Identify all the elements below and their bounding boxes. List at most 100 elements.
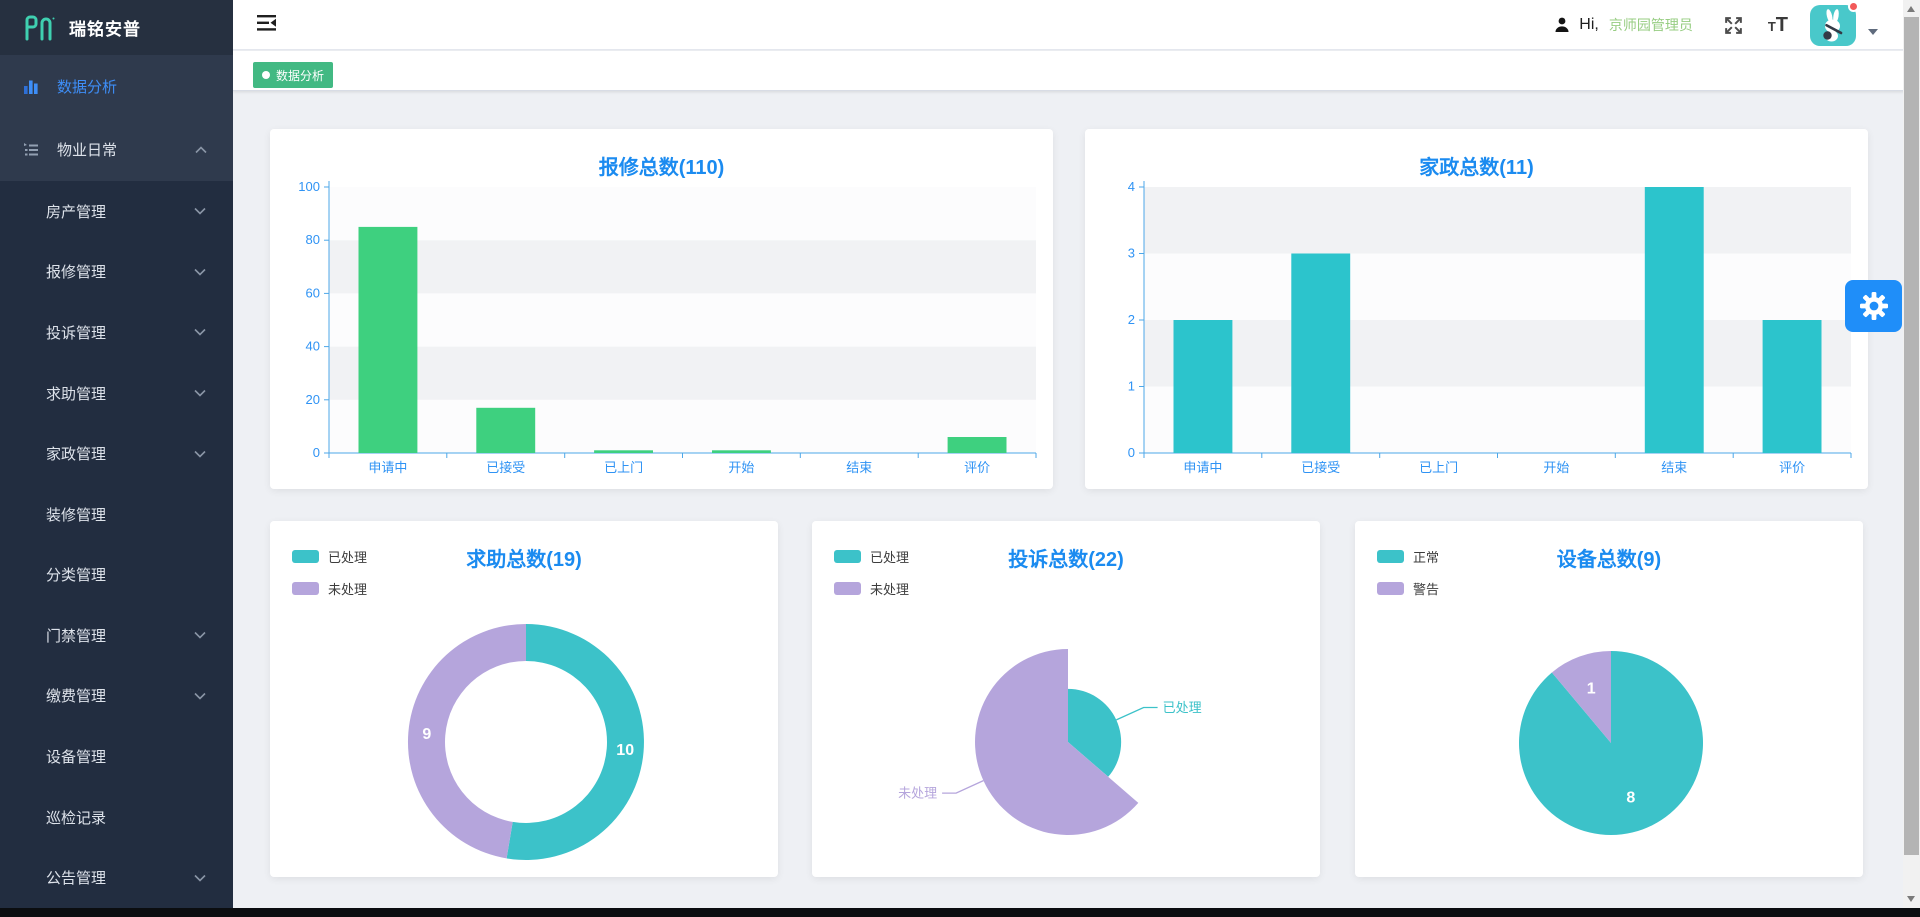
svg-text:开始: 开始: [1543, 460, 1569, 475]
collapse-menu-icon[interactable]: [257, 14, 277, 32]
app-logo[interactable]: 瑞铭安普: [0, 0, 233, 55]
chart-legend: 正常 警告: [1377, 547, 1439, 611]
user-icon: [1555, 17, 1569, 32]
chart-title: 求助总数(19): [466, 549, 582, 571]
svg-text:60: 60: [306, 285, 320, 300]
sidebar-subitem-label: 报修管理: [46, 264, 107, 282]
svg-text:40: 40: [306, 339, 320, 354]
sidebar-item-property-daily[interactable]: 物业日常: [0, 118, 233, 181]
avatar[interactable]: [1810, 0, 1859, 46]
tab-label: 数据分析: [276, 68, 325, 83]
svg-text:未处理: 未处理: [898, 786, 937, 801]
sidebar-subitem[interactable]: 巡检记录: [0, 787, 233, 848]
sidebar-subitem[interactable]: 投诉管理: [0, 302, 233, 363]
legend-label: 已处理: [328, 550, 368, 565]
legend-item[interactable]: 已处理: [834, 547, 909, 566]
svg-text:已接受: 已接受: [1301, 460, 1340, 475]
legend-item[interactable]: 警告: [1377, 579, 1439, 598]
chevron-down-icon: [194, 450, 206, 458]
taskbar-strip: [0, 908, 1920, 917]
sidebar-subitem-label: 投诉管理: [46, 324, 107, 342]
chart-title: 投诉总数(22): [1008, 549, 1124, 571]
legend-label: 正常: [1413, 550, 1440, 565]
svg-text:评价: 评价: [964, 460, 990, 475]
sidebar-subitem[interactable]: 设备管理: [0, 726, 233, 787]
list-icon: [24, 142, 38, 155]
svg-text:开始: 开始: [728, 460, 754, 475]
repairs-bar-chart[interactable]: 0 20 40 60 80 100 申请中 已接受 已上门 开始 结束 评价: [270, 129, 1053, 489]
svg-text:3: 3: [1128, 246, 1135, 261]
sidebar-subitem-label: 房产管理: [46, 203, 107, 221]
sidebar-item-data-analysis[interactable]: 数据分析: [0, 55, 233, 118]
legend-swatch: [292, 582, 319, 595]
help-requests-donut-chart[interactable]: 10 9: [270, 521, 778, 877]
tag-dot: [262, 71, 270, 79]
sidebar-subitem[interactable]: 家政管理: [0, 423, 233, 484]
scroll-up-arrow[interactable]: [1907, 6, 1915, 12]
legend-item[interactable]: 未处理: [292, 579, 367, 598]
housekeeping-bar-chart[interactable]: 0 1 2 3 4 申请中 已接受 已上门 开始 结束 评价: [1085, 129, 1868, 489]
sidebar-subitem[interactable]: 公告管理: [0, 847, 233, 908]
legend-swatch: [834, 582, 861, 595]
caret-down-icon[interactable]: [1868, 29, 1878, 35]
chart-legend: 已处理 未处理: [292, 547, 367, 611]
svg-text:8: 8: [1626, 790, 1635, 807]
bar-chart-icon: [24, 80, 38, 94]
chevron-up-icon: [195, 145, 207, 153]
svg-text:已上门: 已上门: [1419, 460, 1458, 475]
svg-text:已上门: 已上门: [604, 460, 643, 475]
scroll-down-arrow[interactable]: [1907, 896, 1915, 902]
legend-item[interactable]: 已处理: [292, 547, 367, 566]
svg-text:申请中: 申请中: [368, 460, 407, 475]
chevron-down-icon: [194, 874, 206, 882]
sidebar-item-label: 物业日常: [57, 142, 118, 159]
chart-title: 设备总数(9): [1556, 549, 1662, 571]
svg-text:2: 2: [1128, 312, 1135, 327]
legend-label: 已处理: [870, 550, 910, 565]
fullscreen-icon[interactable]: [1723, 15, 1744, 36]
notification-dot: [1848, 0, 1859, 12]
legend-label: 警告: [1413, 582, 1440, 597]
chart-title: 报修总数(110): [598, 157, 725, 179]
sidebar-subitem-label: 门禁管理: [46, 627, 107, 645]
legend-swatch: [1377, 582, 1404, 595]
logo-icon: [25, 15, 55, 40]
sidebar-subitem[interactable]: 门禁管理: [0, 605, 233, 666]
legend-swatch: [834, 550, 861, 563]
scrollbar-thumb[interactable]: [1904, 17, 1919, 855]
sidebar-subitem[interactable]: 装修管理: [0, 484, 233, 545]
sidebar-subitem[interactable]: 求助管理: [0, 363, 233, 424]
username-link[interactable]: 京师园管理员: [1608, 17, 1693, 33]
svg-text:80: 80: [306, 232, 320, 247]
sidebar-subitem-label: 公告管理: [46, 870, 107, 888]
tab-data-analysis[interactable]: 数据分析: [253, 62, 334, 88]
help-requests-donut-card: 求助总数(19) 10 9 已处理未处理: [270, 521, 778, 877]
housekeeping-bar-chart-card: 家政总数(11) 0 1 2 3 4 申请中 已接受 已上门 开始 结束 评价: [1085, 129, 1868, 489]
chevron-down-icon: [194, 208, 206, 215]
sidebar-subitem-label: 设备管理: [46, 748, 107, 766]
svg-text:结束: 结束: [846, 460, 872, 475]
legend-swatch: [292, 550, 319, 563]
complaints-pie-chart[interactable]: 已处理 未处理: [812, 521, 1320, 877]
greeting-text: Hi,: [1579, 16, 1599, 33]
complaints-pie-card: 投诉总数(22) 已处理 未处理 已处理 未处理: [812, 521, 1320, 877]
chevron-down-icon: [194, 268, 206, 276]
sidebar-subitem[interactable]: 分类管理: [0, 544, 233, 605]
sidebar-subitem[interactable]: 报修管理: [0, 242, 233, 303]
settings-button[interactable]: [1845, 280, 1902, 332]
legend-item[interactable]: 未处理: [834, 579, 909, 598]
legend-label: 未处理: [328, 582, 368, 597]
legend-item[interactable]: 正常: [1377, 547, 1439, 566]
chart-legend: 已处理未处理: [834, 547, 909, 611]
chevron-down-icon: [194, 389, 206, 397]
svg-text:申请中: 申请中: [1183, 460, 1222, 475]
sidebar-subitem[interactable]: 房产管理: [0, 181, 233, 242]
repairs-bar-chart-card: 报修总数(110) 0 20 40 60 80 100 申请中 已接受 已上门 开始 结束 评价: [270, 129, 1053, 489]
sidebar-subitem[interactable]: 缴费管理: [0, 666, 233, 727]
svg-text:已处理: 已处理: [1163, 700, 1202, 715]
vertical-scrollbar[interactable]: [1903, 0, 1920, 908]
